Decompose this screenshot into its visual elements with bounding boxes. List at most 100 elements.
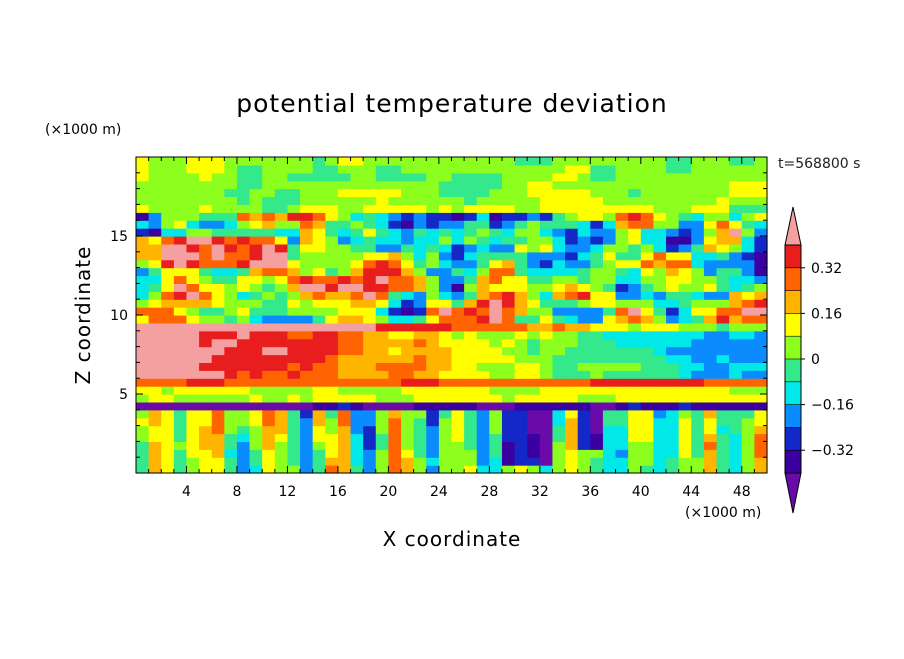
heatmap-cell (476, 164, 490, 174)
heatmap-cell (325, 196, 339, 205)
heatmap-cell (312, 267, 326, 277)
heatmap-cell (716, 212, 730, 221)
heatmap-cell (199, 362, 213, 371)
heatmap-cell (464, 228, 478, 237)
heatmap-cell (552, 457, 566, 466)
heatmap-cell (236, 180, 251, 190)
heatmap-cell (602, 243, 617, 253)
heatmap-cell (224, 386, 238, 395)
heatmap-cell (337, 188, 352, 198)
heatmap-cell (678, 433, 692, 442)
heatmap-cell (666, 449, 680, 458)
heatmap-cell (741, 283, 755, 292)
heatmap-cell (413, 164, 427, 174)
heatmap-cell (325, 449, 339, 458)
heatmap-cell (501, 322, 516, 332)
heatmap-cell (211, 172, 225, 182)
heatmap-cell (413, 267, 427, 277)
heatmap-cell (375, 409, 389, 419)
heatmap-cell (249, 362, 263, 371)
heatmap-cell (552, 157, 566, 166)
heatmap-cell (729, 386, 743, 395)
heatmap-cell (363, 401, 377, 411)
heatmap-cell (552, 330, 566, 340)
heatmap-cell (476, 425, 490, 435)
heatmap-cell (741, 157, 755, 166)
heatmap-cell (388, 465, 402, 474)
heatmap-cell (653, 228, 667, 237)
heatmap-cell (653, 433, 667, 442)
heatmap-cell (401, 394, 415, 403)
heatmap-cell (501, 370, 516, 379)
heatmap-cell (199, 441, 213, 450)
heatmap-cell (274, 354, 289, 363)
heatmap-cell (565, 346, 579, 356)
heatmap-cell (337, 251, 352, 261)
heatmap-cell (451, 315, 465, 324)
heatmap-cell (426, 267, 440, 277)
heatmap-cell (413, 275, 427, 284)
heatmap-cell (161, 338, 175, 348)
heatmap-cell (438, 449, 453, 458)
heatmap-cell (388, 433, 402, 442)
heatmap-cell (754, 457, 768, 466)
heatmap-cell (476, 362, 490, 371)
heatmap-cell (363, 362, 377, 371)
heatmap-cell (741, 433, 755, 442)
heatmap-cell (590, 307, 604, 316)
heatmap-cell (186, 362, 200, 371)
heatmap-cell (640, 457, 655, 466)
heatmap-cell (173, 291, 188, 300)
heatmap-cell (236, 315, 251, 324)
heatmap-cell (527, 401, 541, 411)
heatmap-cell (716, 307, 730, 316)
heatmap-cell (287, 386, 301, 395)
heatmap-cell (514, 378, 528, 387)
heatmap-cell (678, 378, 692, 387)
heatmap-cell (741, 457, 755, 466)
heatmap-cell (539, 354, 554, 363)
heatmap-cell (274, 362, 289, 371)
heatmap-cell (249, 228, 263, 237)
heatmap-cell (249, 425, 263, 435)
heatmap-cell (312, 322, 326, 332)
heatmap-cell (476, 409, 490, 419)
heatmap-cell (476, 322, 490, 332)
heatmap-cell (501, 164, 516, 174)
heatmap-cell (741, 409, 755, 419)
heatmap-cell (211, 204, 225, 213)
heatmap-cell (489, 457, 503, 466)
heatmap-cell (539, 259, 554, 269)
heatmap-cell (691, 307, 705, 316)
heatmap-cell (148, 275, 162, 284)
heatmap-cell (375, 449, 389, 458)
heatmap-cell (236, 307, 251, 316)
heatmap-cell (741, 338, 755, 348)
heatmap-cell (325, 188, 339, 198)
heatmap-cell (363, 251, 377, 261)
heatmap-cell (211, 378, 225, 387)
heatmap-cell (451, 204, 465, 213)
heatmap-cell (501, 188, 516, 198)
heatmap-cell (375, 307, 389, 316)
heatmap-cell (413, 291, 427, 300)
heatmap-cell (565, 212, 579, 221)
heatmap-cell (451, 172, 465, 182)
heatmap-cell (350, 220, 364, 229)
heatmap-cell (274, 401, 289, 411)
heatmap-cell (716, 164, 730, 174)
heatmap-cell (426, 307, 440, 316)
heatmap-cell (527, 370, 541, 379)
heatmap-cell (312, 157, 326, 166)
heatmap-cell (211, 433, 225, 442)
heatmap-cell (590, 433, 604, 442)
heatmap-cell (577, 378, 591, 387)
heatmap-cell (552, 441, 566, 450)
heatmap-cell (565, 362, 579, 371)
heatmap-cell (666, 164, 680, 174)
heatmap-cell (413, 196, 427, 205)
heatmap-cell (615, 370, 629, 379)
heatmap-cell (363, 243, 377, 253)
heatmap-cell (729, 315, 743, 324)
heatmap-cell (565, 322, 579, 332)
